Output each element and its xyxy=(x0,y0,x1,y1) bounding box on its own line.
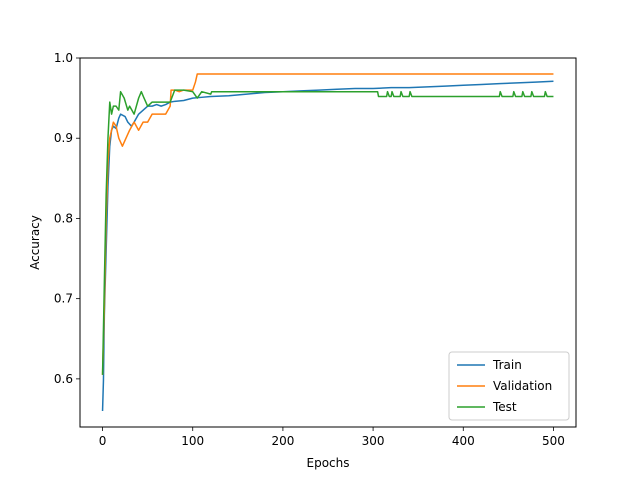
x-axis-label: Epochs xyxy=(307,456,350,470)
x-tick-label: 0 xyxy=(99,434,107,448)
series-line-train xyxy=(101,80,554,411)
legend-label-validation: Validation xyxy=(493,379,552,393)
y-axis-ticks: 0.6 0.7 0.8 0.9 1.0 xyxy=(54,51,80,386)
legend: Train Validation Test xyxy=(448,351,570,421)
series-line-validation xyxy=(101,73,554,375)
y-tick-label: 0.8 xyxy=(54,211,73,225)
x-tick-label: 100 xyxy=(181,434,204,448)
x-tick-label: 200 xyxy=(271,434,294,448)
x-tick-label: 500 xyxy=(542,434,565,448)
x-axis-ticks: 0 100 200 300 400 500 xyxy=(99,427,565,448)
legend-label-train: Train xyxy=(492,358,522,372)
series-line-test xyxy=(101,89,554,375)
legend-label-test: Test xyxy=(492,400,517,414)
y-tick-label: 1.0 xyxy=(54,51,73,65)
x-tick-label: 300 xyxy=(362,434,385,448)
y-tick-label: 0.6 xyxy=(54,372,73,386)
y-tick-label: 0.9 xyxy=(54,131,73,145)
y-axis-label: Accuracy xyxy=(28,215,42,270)
plot-lines xyxy=(101,73,554,411)
y-tick-label: 0.7 xyxy=(54,292,73,306)
legend-box xyxy=(448,351,570,421)
plot-frame xyxy=(79,57,577,428)
x-tick-label: 400 xyxy=(452,434,475,448)
